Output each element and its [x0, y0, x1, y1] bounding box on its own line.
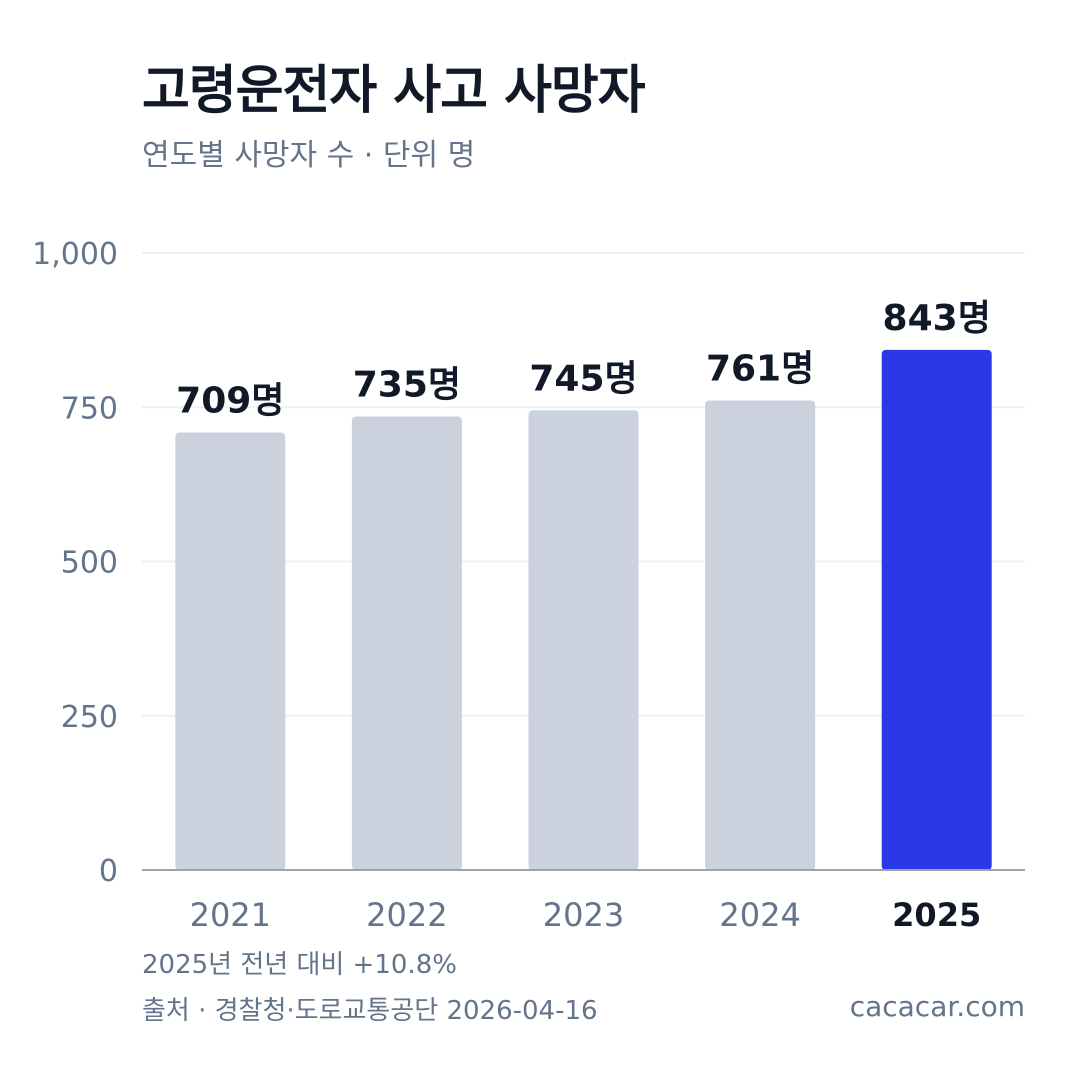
bar [351, 416, 462, 870]
bar [528, 410, 639, 870]
chart-subtitle: 연도별 사망자 수 · 단위 명 [142, 138, 476, 173]
x-tick-label: 2023 [543, 896, 624, 934]
change-note: 2025년 전년 대비 +10.8% [142, 950, 457, 980]
source-text: 출처 · 경찰청·도로교통공단 2026-04-16 [142, 996, 598, 1026]
bar [705, 400, 816, 870]
bar [881, 349, 992, 870]
y-tick-label: 250 [61, 700, 118, 735]
x-tick-label: 2024 [719, 896, 800, 934]
y-tick-label: 0 [99, 854, 118, 889]
data-label: 709명 [176, 381, 284, 422]
data-label: 735명 [353, 365, 461, 406]
data-label: 843명 [883, 298, 991, 339]
data-label: 745명 [529, 358, 637, 399]
y-tick-label: 500 [61, 546, 118, 581]
x-tick-label: 2025 [892, 896, 981, 934]
y-tick-label: 1,000 [32, 237, 118, 272]
brand-link[interactable]: cacacar.com [849, 990, 1025, 1023]
bar [175, 432, 286, 870]
x-tick-label: 2021 [190, 896, 271, 934]
x-tick-label: 2022 [366, 896, 447, 934]
y-tick-label: 750 [61, 391, 118, 426]
data-label: 761명 [706, 348, 814, 389]
chart-title: 고령운전자 사고 사망자 [142, 61, 646, 121]
